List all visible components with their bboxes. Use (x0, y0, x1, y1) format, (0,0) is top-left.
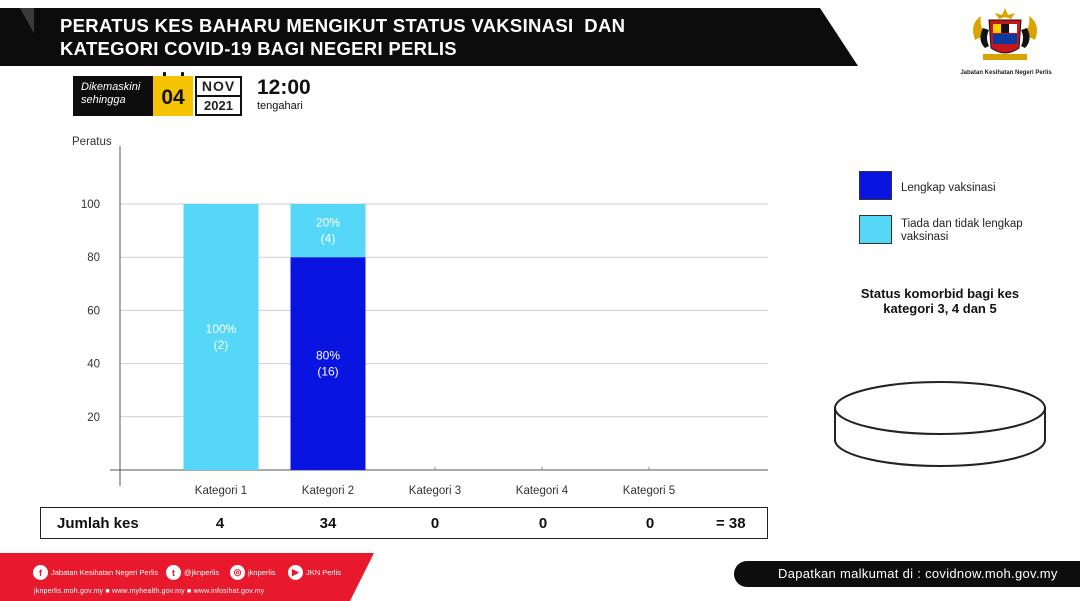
comorbid-title: Status komorbid bagi kes kategori 3, 4 d… (840, 286, 1040, 316)
y-tick-label: 80 (87, 252, 100, 264)
header-banner (0, 8, 858, 66)
instagram-icon: ◎ (230, 565, 245, 580)
totals-value-kategori-1: 4 (215, 515, 225, 532)
update-month: NOV (197, 78, 240, 97)
x-tick-label: Kategori 3 (409, 485, 461, 497)
y-tick-label: 20 (87, 412, 100, 424)
footer-info-bar (734, 561, 1080, 587)
update-year: 2021 (204, 98, 233, 113)
bar-chart: 20 40 60 80 100 Peratus Kategori 1 100% (2) Kateg… (72, 136, 768, 497)
x-tick-label: Kategori 1 (195, 485, 247, 497)
totals-sum: = 38 (716, 515, 746, 532)
legend-swatch-lengkap (859, 171, 892, 200)
instagram-label: jknperlis (248, 568, 276, 577)
youtube-label: JKN Perlis (306, 568, 342, 577)
twitter-icon: t (166, 565, 181, 580)
y-tick-label: 100 (81, 199, 100, 211)
y-axis-label: Peratus (72, 136, 112, 148)
totals-value-kategori-3: 0 (430, 515, 440, 532)
twitter-label: @jknperlis (184, 568, 220, 577)
jata-negara-crest-icon (973, 8, 1037, 60)
y-tick-label: 60 (87, 305, 100, 317)
update-time-label: tengahari (257, 100, 303, 112)
update-label: Dikemaskini sehingga (73, 76, 153, 116)
bar-segment (290, 204, 366, 258)
legend-label-tiada-line-1: Tiada dan tidak lengkap (901, 218, 1023, 230)
update-month-year: NOV 2021 (195, 76, 242, 116)
data-label-count: (4) (321, 232, 336, 246)
update-label-line-1: Dikemaskini (81, 81, 141, 93)
facebook-icon: f (33, 565, 48, 580)
footer-youtube[interactable]: ▶ JKN Perlis (288, 565, 341, 580)
bar-segment (183, 204, 259, 470)
footer-instagram[interactable]: ◎ jknperlis (230, 565, 276, 580)
footer-social-bar (0, 553, 374, 601)
logo-caption: Jabatan Kesihatan Negeri Perlis (960, 70, 1052, 76)
footer-info-text: Dapatkan malkumat di : covidnow.moh.gov.… (778, 566, 1058, 581)
totals-value-kategori-2: 34 (319, 515, 337, 532)
totals-row (40, 507, 768, 539)
totals-value-kategori-4: 0 (538, 515, 548, 532)
y-tick-label: 40 (87, 359, 100, 371)
footer-twitter[interactable]: t @jknperlis (166, 565, 219, 580)
legend-label-tiada: Tiada dan tidak lengkap vaksinasi (901, 218, 1023, 244)
comorbid-title-line-2: kategori 3, 4 dan 5 (883, 301, 997, 316)
youtube-icon: ▶ (288, 565, 303, 580)
totals-label: Jumlah kes (57, 515, 139, 532)
footer-urls: jknperlis.moh.gov.my ■ www.myhealth.gov.… (34, 588, 265, 595)
update-time: 12:00 (257, 76, 311, 99)
data-label-percent: 20% (316, 216, 340, 230)
update-label-line-2: sehingga (81, 94, 126, 106)
legend-swatch-tiada (859, 215, 892, 244)
data-label-count: (2) (214, 338, 229, 352)
comorbid-title-line-1: Status komorbid bagi kes (860, 286, 1020, 301)
title-line-1: PERATUS KES BAHARU MENGIKUT STATUS VAKSI… (60, 15, 626, 36)
data-label-count: (16) (317, 365, 338, 379)
legend-label-tiada-line-2: vaksinasi (901, 231, 949, 243)
comorbid-pie-chart (834, 381, 1046, 467)
legend-label-lengkap: Lengkap vaksinasi (901, 182, 996, 194)
totals-value-kategori-5: 0 (645, 515, 655, 532)
x-tick-label: Kategori 2 (302, 485, 354, 497)
data-label-percent: 80% (316, 349, 340, 363)
x-tick-label: Kategori 5 (623, 485, 675, 497)
page-title: PERATUS KES BAHARU MENGIKUT STATUS VAKSI… (60, 14, 625, 60)
bar-segment (290, 257, 366, 470)
title-line-2: KATEGORI COVID-19 BAGI NEGERI PERLIS (60, 38, 457, 59)
update-day: 04 (153, 76, 193, 116)
facebook-label: Jabatan Kesihatan Negeri Perlis (51, 568, 159, 577)
footer-facebook[interactable]: f Jabatan Kesihatan Negeri Perlis (33, 565, 158, 580)
data-label-percent: 100% (206, 322, 237, 336)
x-tick-label: Kategori 4 (516, 485, 569, 497)
